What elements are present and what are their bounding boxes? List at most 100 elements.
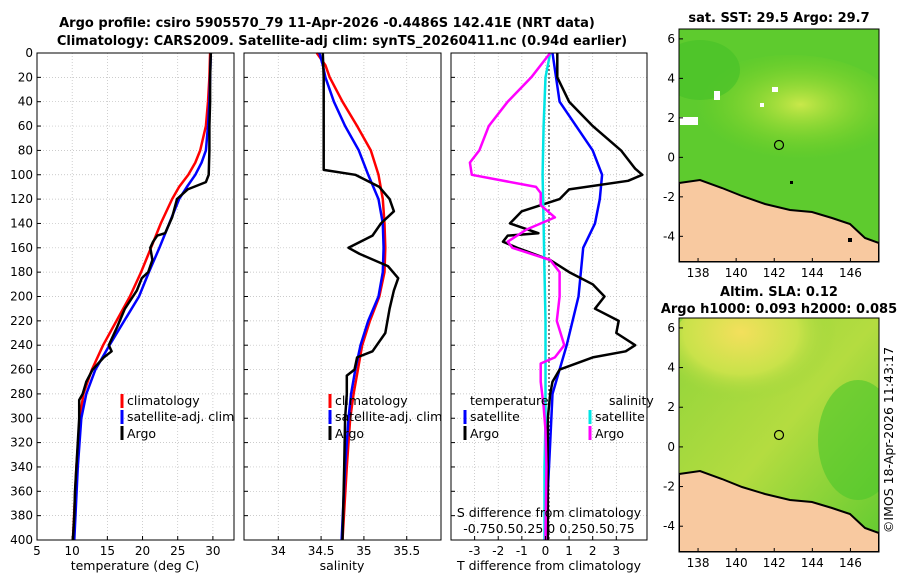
depth-tick-label: 160 (10, 241, 33, 255)
depth-tick-label: 140 (10, 216, 33, 230)
depth-tick-label: 260 (10, 363, 33, 377)
depth-tick-label: 380 (10, 509, 33, 523)
map-y-tick-label: -4 (663, 519, 675, 533)
map-y-tick-label: 6 (667, 32, 675, 46)
map-x-tick-label: 144 (801, 556, 824, 570)
depth-tick-label: 120 (10, 192, 33, 206)
x-tick-label: -3 (469, 544, 481, 558)
series-satellite-adj-clim (73, 52, 213, 541)
series-s-argo (468, 52, 566, 541)
t-diff-xlabel: T difference from climatology (456, 558, 642, 573)
depth-tick-label: 180 (10, 265, 33, 279)
depth-tick-label: 320 (10, 436, 33, 450)
legend-salinity-title: salinity (609, 393, 654, 408)
depth-tick-label: 340 (10, 460, 33, 474)
legend-satellite: satellite-adj. clim (335, 409, 442, 424)
map-y-tick-label: -4 (663, 229, 675, 243)
depth-tick-label: 200 (10, 290, 33, 304)
map-y-tick-label: 0 (667, 150, 675, 164)
imos-timestamp: ©IMOS 18-Apr-2026 11:43:17 (881, 347, 896, 533)
series-climatology (315, 52, 387, 541)
map-x-tick-label: 142 (763, 556, 786, 570)
depth-tick-label: 80 (18, 143, 33, 157)
map-x-tick-label: 138 (687, 266, 710, 280)
map-y-tick-label: 2 (667, 111, 675, 125)
x-tick-label: 35.5 (393, 544, 420, 558)
map-y-tick-label: 6 (667, 321, 675, 335)
depth-tick-label: 100 (10, 168, 33, 182)
sla-map: Altim. SLA: 0.12 Argo h1000: 0.093 h2000… (661, 285, 897, 570)
series-argo (71, 52, 213, 541)
x-tick-label: 35 (356, 544, 371, 558)
depth-tick-label: 60 (18, 119, 33, 133)
map-x-tick-label: 142 (763, 266, 786, 280)
s-diff-ticks: -0.750.50.25 0 0.250.50.75 (463, 521, 635, 536)
difference-legend: temperature salinity satellite Argo sate… (463, 393, 654, 441)
map-x-tick-label: 140 (725, 556, 748, 570)
legend-t-argo: Argo (470, 426, 499, 441)
depth-tick-label: 40 (18, 95, 33, 109)
legend-temperature-title: temperature (470, 393, 549, 408)
x-tick-label: 15 (100, 544, 115, 558)
series-satellite-adj-clim (318, 52, 385, 541)
x-tick-label: 5 (33, 544, 41, 558)
map-x-tick-label: 144 (801, 266, 824, 280)
depth-tick-label: 0 (25, 46, 33, 60)
series-argo (321, 52, 400, 541)
salinity-xlabel: salinity (320, 558, 365, 573)
depth-tick-label: 20 (18, 70, 33, 84)
argo-location-marker (773, 429, 785, 441)
temperature-xlabel: temperature (deg C) (71, 558, 200, 573)
x-tick-label: 1 (565, 544, 573, 558)
salinity-panel: 34 34.5 35 35.5 climatology satellite-adj. … (243, 52, 442, 573)
depth-tick-label: 220 (10, 314, 33, 328)
depth-tick-label: 240 (10, 338, 33, 352)
temperature-panel: 0 20 40 60 80 100 120 140 160 180 200 220 240 260 280 3… (10, 46, 235, 573)
argo-location-marker (773, 139, 785, 151)
map-y-tick-label: -2 (663, 190, 675, 204)
x-tick-label: 34.5 (308, 544, 335, 558)
legend-t-satellite: satellite (470, 409, 520, 424)
map-x-tick-label: 146 (839, 266, 862, 280)
legend-argo: Argo (335, 426, 364, 441)
legend-s-satellite: satellite (595, 409, 645, 424)
x-tick-label: 3 (612, 544, 620, 558)
temperature-legend: climatology satellite-adj. clim Argo (120, 393, 234, 441)
x-tick-label: 0 (542, 544, 550, 558)
main-title-line2: Climatology: CARS2009. Satellite-adj cli… (57, 34, 627, 49)
x-tick-label: -1 (516, 544, 528, 558)
map-y-tick-label: 4 (667, 361, 675, 375)
salinity-legend: climatology satellite-adj. clim Argo (328, 393, 442, 441)
depth-tick-label: 300 (10, 411, 33, 425)
legend-s-argo: Argo (595, 426, 624, 441)
x-tick-label: -2 (492, 544, 504, 558)
x-tick-label: 20 (135, 544, 150, 558)
x-tick-label: 25 (170, 544, 185, 558)
depth-tick-label: 400 (10, 533, 33, 547)
s-diff-label: S difference from climatology (457, 505, 642, 520)
legend-climatology: climatology (335, 393, 408, 408)
map-y-tick-label: 4 (667, 71, 675, 85)
series-t-satellite (546, 52, 604, 540)
sst-map-title: sat. SST: 29.5 Argo: 29.7 (688, 11, 869, 26)
x-tick-label: 2 (589, 544, 597, 558)
x-tick-label: 10 (65, 544, 80, 558)
map-y-tick-label: 2 (667, 400, 675, 414)
legend-argo: Argo (127, 426, 156, 441)
map-x-tick-label: 140 (725, 266, 748, 280)
map-y-tick-label: -2 (663, 480, 675, 494)
sst-map: sat. SST: 29.5 Argo: 29.7 138 140 142 144 14… (663, 11, 880, 280)
land-new-guinea (679, 469, 879, 552)
x-tick-label: 30 (205, 544, 220, 558)
depth-tick-label: 280 (10, 387, 33, 401)
map-x-tick-label: 146 (839, 556, 862, 570)
main-title-line1: Argo profile: csiro 5905570_79 11-Apr-20… (59, 16, 595, 31)
legend-satellite: satellite-adj. clim (127, 409, 234, 424)
sla-map-title2: Argo h1000: 0.093 h2000: 0.085 (661, 302, 897, 317)
x-tick-label: 34 (271, 544, 286, 558)
difference-panel: -3 -2 -1 0 1 2 3 temperature salinity satellit… (450, 52, 654, 573)
map-y-tick-label: 0 (667, 440, 675, 454)
depth-tick-label: 360 (10, 484, 33, 498)
sla-map-title1: Altim. SLA: 0.12 (720, 285, 838, 300)
